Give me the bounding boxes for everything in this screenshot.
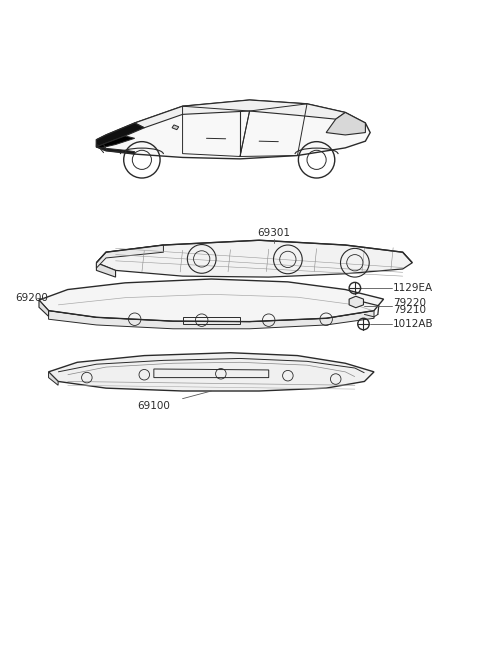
Polygon shape xyxy=(96,136,135,148)
Polygon shape xyxy=(96,100,370,159)
Text: 69301: 69301 xyxy=(257,228,290,238)
Polygon shape xyxy=(48,353,374,391)
Text: 79220: 79220 xyxy=(393,298,426,308)
Text: 79210: 79210 xyxy=(393,305,426,315)
Text: 1129EA: 1129EA xyxy=(393,283,433,293)
Polygon shape xyxy=(96,240,412,277)
Text: 69200: 69200 xyxy=(15,293,48,303)
Polygon shape xyxy=(96,262,116,277)
Polygon shape xyxy=(48,372,58,386)
Polygon shape xyxy=(135,100,345,128)
Polygon shape xyxy=(96,245,163,268)
Polygon shape xyxy=(39,279,384,321)
Polygon shape xyxy=(48,310,374,329)
Polygon shape xyxy=(96,145,135,154)
Polygon shape xyxy=(96,123,144,147)
Polygon shape xyxy=(172,125,179,130)
Text: 1012AB: 1012AB xyxy=(393,319,434,329)
Polygon shape xyxy=(349,296,363,308)
Text: 69100: 69100 xyxy=(137,400,170,411)
Polygon shape xyxy=(326,113,365,135)
Polygon shape xyxy=(39,300,48,316)
